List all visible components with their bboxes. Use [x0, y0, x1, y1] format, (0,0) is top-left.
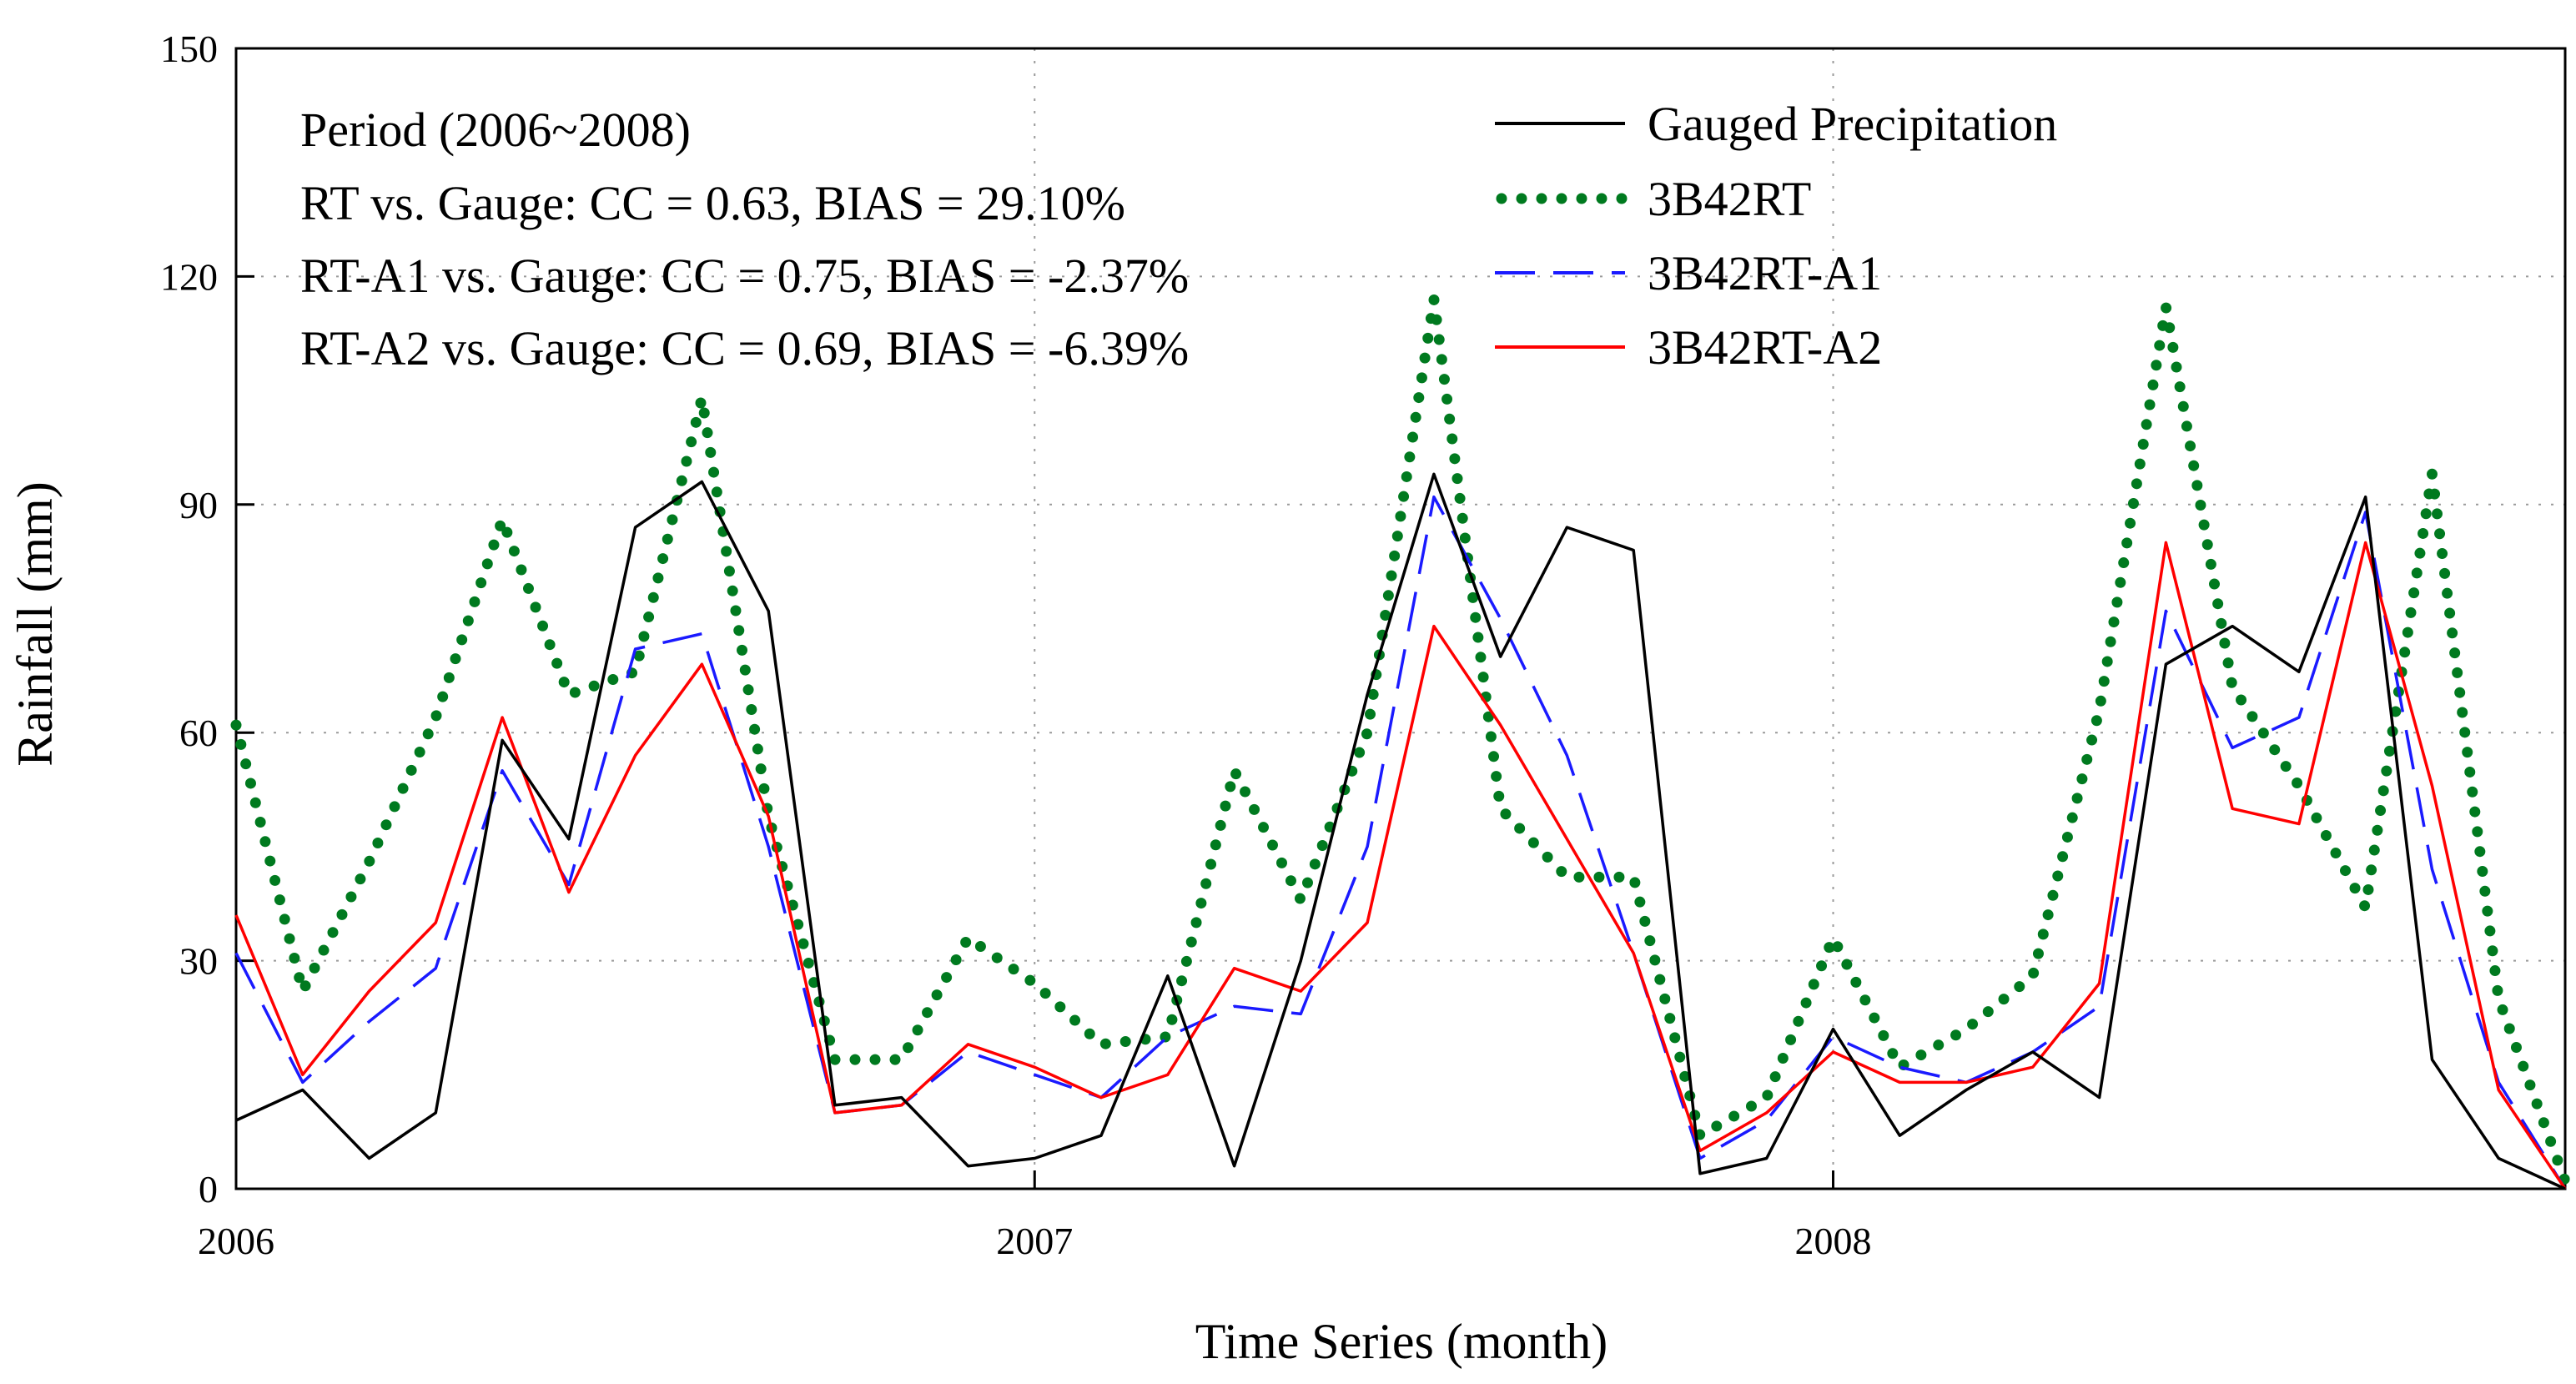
legend: Gauged Precipitation 3B42RT 3B42RT-A1 3B…: [1495, 97, 2057, 375]
series-line-3b42rt: [230, 294, 2571, 1187]
grid-lines: [236, 48, 2565, 1189]
y-tick-label: 90: [179, 484, 218, 526]
y-tick-label: 150: [160, 28, 218, 70]
series-line-3b42rt-a1: [234, 495, 2567, 1190]
y-tick-label: 60: [179, 712, 218, 754]
legend-label-gauged: Gauged Precipitation: [1648, 97, 2057, 151]
annotation-rt-a1-stats: RT-A1 vs. Gauge: CC = 0.75, BIAS = -2.37…: [300, 249, 1189, 303]
x-tick-label: 2006: [198, 1220, 274, 1262]
series-line-3b42rt-a2: [234, 541, 2567, 1190]
x-axis-title: Time Series (month): [1195, 1314, 1607, 1369]
y-axis-title: Rainfall (mm): [8, 481, 63, 767]
legend-label-3b42rt-a2: 3B42RT-A2: [1648, 320, 1882, 375]
annotation-rt-a2-stats: RT-A2 vs. Gauge: CC = 0.69, BIAS = -6.39…: [300, 321, 1189, 375]
plot-frame: [234, 47, 2567, 1190]
axis-ticks: 0 30 60 90 120 150 2006 2007 2008: [160, 28, 1872, 1262]
annotation-rt-stats: RT vs. Gauge: CC = 0.63, BIAS = 29.10%: [300, 176, 1125, 230]
legend-label-3b42rt: 3B42RT: [1648, 172, 1811, 226]
series-line-gauged-precipitation: [235, 472, 2566, 1190]
annotation-block: Period (2006~2008) RT vs. Gauge: CC = 0.…: [300, 103, 1189, 375]
x-tick-label: 2008: [1795, 1220, 1872, 1262]
x-tick-label: 2007: [996, 1220, 1073, 1262]
y-tick-label: 30: [179, 940, 218, 983]
annotation-period: Period (2006~2008): [300, 103, 691, 157]
y-tick-label: 120: [160, 255, 218, 298]
legend-label-3b42rt-a1: 3B42RT-A1: [1648, 246, 1882, 300]
series-layer: [230, 294, 2571, 1190]
y-tick-label: 0: [199, 1168, 218, 1210]
